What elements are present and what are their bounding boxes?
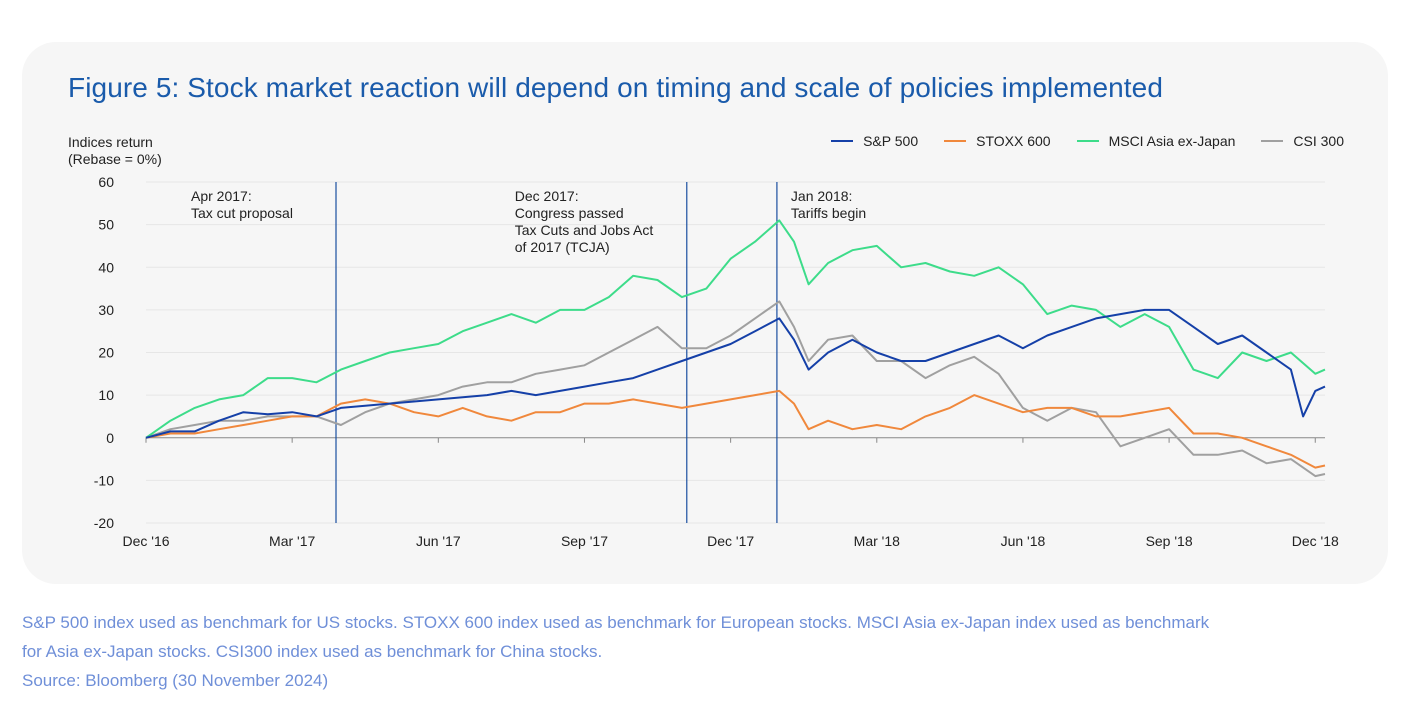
- annotation-line: Dec 2017:: [515, 188, 579, 204]
- event-lines: [335, 182, 778, 523]
- series-line-stoxx-600: [145, 389, 1326, 469]
- footnote: S&P 500 index used as benchmark for US s…: [22, 608, 1392, 695]
- legend-item-msci-asia: MSCI Asia ex-Japan: [1076, 133, 1236, 149]
- annotation: Apr 2017: Tax cut proposal: [191, 188, 293, 221]
- y-tick-label: 10: [98, 387, 114, 403]
- legend-item-stoxx600: STOXX 600: [944, 133, 1051, 149]
- y-tick-label: 60: [98, 174, 114, 190]
- annotation: Jan 2018: Tariffs begin: [791, 188, 866, 221]
- x-tick-label: Dec '16: [122, 533, 169, 549]
- legend-label: MSCI Asia ex-Japan: [1108, 133, 1236, 149]
- series-line-s-p-500: [145, 308, 1326, 439]
- annotation-line: Jan 2018:: [791, 188, 853, 204]
- footnote-line1: S&P 500 index used as benchmark for US s…: [22, 613, 1210, 632]
- y-tick-label: 0: [106, 430, 114, 446]
- footnote-line2: for Asia ex-Japan stocks. CSI300 index u…: [22, 642, 603, 661]
- y-axis-label: Indices return (Rebase = 0%): [68, 134, 162, 168]
- y-tick-label: 50: [98, 217, 114, 233]
- x-tick-label: Sep '17: [561, 533, 608, 549]
- y-tick-label: -10: [94, 472, 114, 488]
- y-tick-label: 30: [98, 302, 114, 318]
- legend-label: S&P 500: [863, 133, 919, 149]
- y-tick-label: 40: [98, 259, 114, 275]
- legend: S&P 500 STOXX 600 MSCI Asia ex-Japan CSI…: [831, 133, 1344, 149]
- series-line-msci-asia-ex-japan: [145, 219, 1326, 439]
- annotation-line: of 2017 (TCJA): [515, 239, 610, 255]
- legend-item-csi300: CSI 300: [1261, 133, 1344, 149]
- footnote-source: Source: Bloomberg (30 November 2024): [22, 671, 329, 690]
- legend-item-sp500: S&P 500: [831, 133, 918, 149]
- legend-swatch: [1076, 140, 1099, 142]
- annotations: Apr 2017: Tax cut proposal Dec 2017: Congre…: [191, 188, 866, 255]
- x-tick-label: Dec '17: [707, 533, 754, 549]
- y-tick-label: 20: [98, 345, 114, 361]
- x-tick-label: Dec '18: [1292, 533, 1339, 549]
- annotation-line: Apr 2017:: [191, 188, 252, 204]
- x-tick-label: Jun '18: [1001, 533, 1046, 549]
- x-tick-label: Mar '18: [854, 533, 900, 549]
- annotation-line: Tax cut proposal: [191, 205, 293, 221]
- legend-label: CSI 300: [1293, 133, 1344, 149]
- legend-swatch: [831, 140, 854, 142]
- y-axis-label-line2: (Rebase = 0%): [68, 151, 162, 167]
- y-axis-label-line1: Indices return: [68, 134, 153, 150]
- gridlines: [145, 181, 1325, 524]
- y-tick-label: -20: [94, 515, 114, 531]
- annotation-line: Tax Cuts and Jobs Act: [515, 222, 654, 238]
- x-tick-labels: Dec '16 Mar '17 Jun '17 Sep '17 Dec '17 Mar '…: [122, 533, 1339, 549]
- series-line-csi-300: [145, 300, 1326, 478]
- legend-swatch: [944, 140, 967, 142]
- chart-title: Figure 5: Stock market reaction will dep…: [68, 72, 1164, 103]
- y-tick-labels: 60 50 40 30 20 10 0 -10 -20: [94, 174, 114, 531]
- annotation-line: Congress passed: [515, 205, 624, 221]
- legend-swatch: [1261, 140, 1284, 142]
- legend-label: STOXX 600: [976, 133, 1051, 149]
- x-tick-label: Mar '17: [269, 533, 315, 549]
- annotation: Dec 2017: Congress passed Tax Cuts and Job…: [515, 188, 654, 255]
- series-lines: [145, 219, 1326, 478]
- annotation-line: Tariffs begin: [791, 205, 866, 221]
- x-tick-label: Jun '17: [416, 533, 461, 549]
- chart-card: [22, 42, 1388, 584]
- x-tick-label: Sep '18: [1146, 533, 1193, 549]
